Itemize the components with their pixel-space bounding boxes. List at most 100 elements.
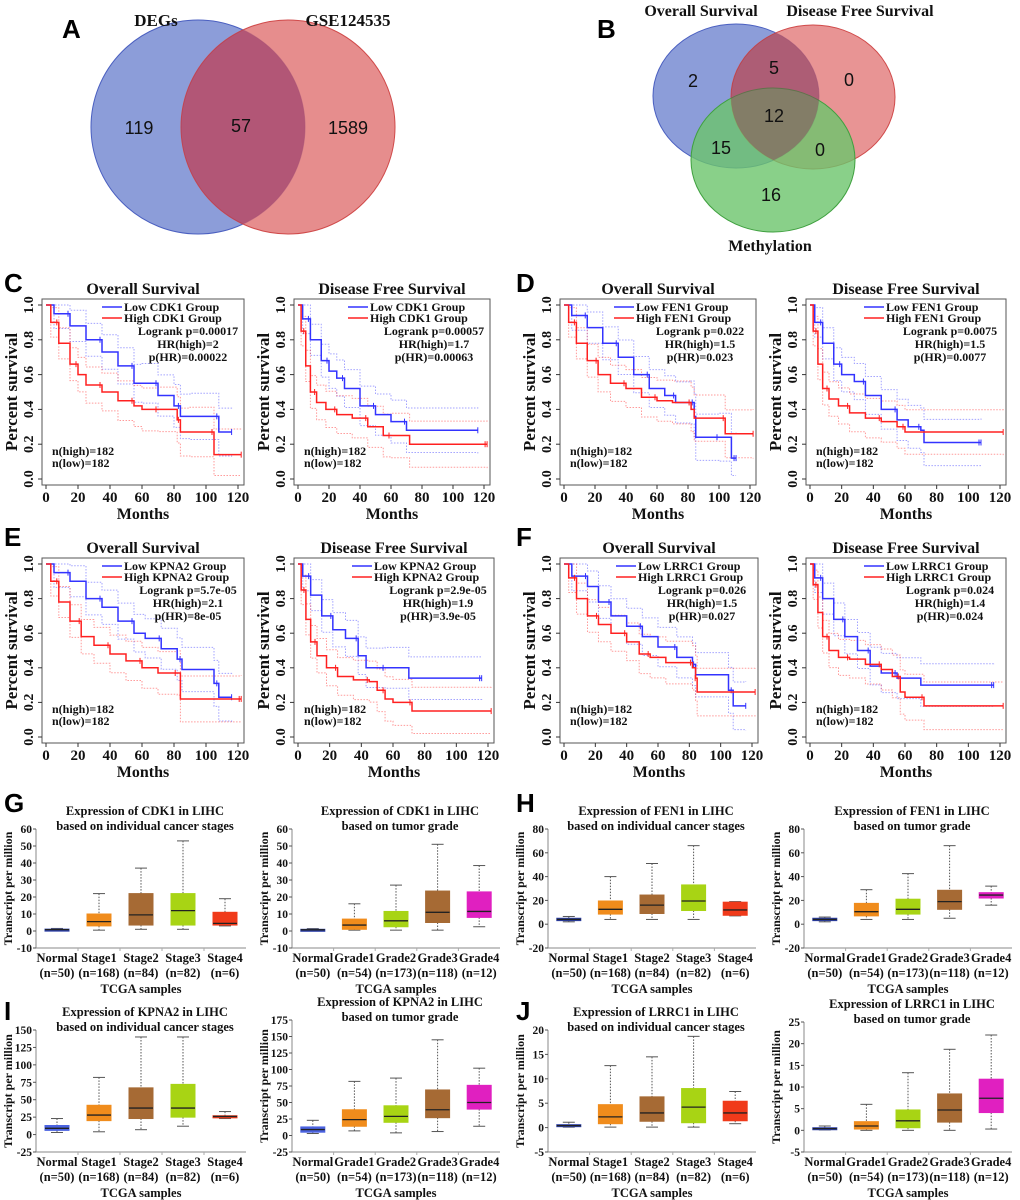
x-tick-label: 20 bbox=[71, 748, 86, 764]
count-label: (n=50) bbox=[40, 1170, 75, 1184]
x-tick-label: 80 bbox=[681, 490, 696, 506]
category-label: Grade4 bbox=[459, 1155, 500, 1169]
count-label: (n=84) bbox=[635, 966, 670, 980]
count-label: (n=173) bbox=[375, 966, 416, 980]
count-label: (n=84) bbox=[124, 1170, 159, 1184]
y-axis-label: Transcript per million bbox=[513, 831, 527, 945]
x-axis-label: Months bbox=[880, 506, 932, 523]
box-grade2 bbox=[383, 910, 409, 928]
plot-frame bbox=[41, 557, 245, 744]
y-tick-label: 10 bbox=[789, 1082, 801, 1094]
count-label: (n=82) bbox=[166, 1170, 201, 1184]
chart-title-line-1: Expression of FEN1 in LIHC bbox=[834, 804, 989, 818]
km-curve-high-group bbox=[810, 563, 1004, 707]
x-tick-label: 80 bbox=[417, 748, 432, 764]
x-tick-label: 120 bbox=[989, 490, 1012, 506]
n-count-text: n(high)=182 bbox=[816, 444, 878, 458]
x-axis-label: Months bbox=[368, 764, 420, 781]
y-tick-label: 0 bbox=[794, 919, 800, 931]
box-grade3 bbox=[425, 890, 451, 923]
ci-band-high bbox=[810, 563, 1004, 683]
y-tick-label: 0.0 bbox=[540, 470, 555, 488]
box-stage4 bbox=[722, 901, 748, 916]
category-label: Stage3 bbox=[676, 951, 711, 965]
y-tick-label: 40 bbox=[277, 858, 289, 870]
y-tick-label: 0.4 bbox=[274, 401, 289, 419]
box-grade1 bbox=[341, 1109, 367, 1127]
plot-frame bbox=[805, 298, 1007, 486]
chart-title: Overall Survival bbox=[602, 540, 716, 557]
legend-label-low: Low CDK1 Group bbox=[124, 300, 219, 314]
x-tick-label: 20 bbox=[588, 490, 603, 506]
y-tick-label: 20 bbox=[533, 895, 545, 907]
x-tick-label: 120 bbox=[227, 748, 250, 764]
n-count-text: n(low)=182 bbox=[570, 456, 628, 470]
box-stage2 bbox=[128, 893, 154, 926]
km-curve-low-group bbox=[46, 563, 232, 698]
x-tick-label: 100 bbox=[708, 490, 731, 506]
count-label: (n=50) bbox=[551, 1170, 586, 1184]
ci-band-low bbox=[46, 563, 233, 674]
km-chart-f2: Disease Free Survival 0.0 0.2 0.4 0.6 0.8 1.0 0… bbox=[766, 540, 1011, 781]
y-tick-label: 0.2 bbox=[22, 435, 37, 453]
km-curve-low-group bbox=[810, 304, 981, 444]
box-grade3 bbox=[937, 889, 963, 910]
n-count-text: n(low)=182 bbox=[304, 456, 362, 470]
count-label: (n=118) bbox=[417, 966, 457, 980]
y-axis-label: Percent survival bbox=[254, 333, 273, 451]
y-tick-label: 60 bbox=[277, 824, 289, 836]
y-tick-label: 0 bbox=[794, 1125, 800, 1137]
x-tick-label: 20 bbox=[71, 490, 86, 506]
y-tick-label: 0.4 bbox=[22, 659, 37, 677]
y-tick-label: 0.6 bbox=[540, 624, 555, 642]
category-label: Normal bbox=[292, 951, 333, 965]
x-tick-label: 20 bbox=[588, 748, 603, 764]
n-count-text: n(low)=182 bbox=[52, 714, 110, 728]
ci-band-low bbox=[46, 304, 233, 457]
ci-band-high bbox=[564, 304, 754, 411]
count-label: (n=50) bbox=[807, 966, 842, 980]
y-tick-label: 1.0 bbox=[22, 555, 37, 573]
n-count-text: n(low)=182 bbox=[52, 456, 110, 470]
y-tick-label: 20 bbox=[21, 892, 33, 904]
x-tick-label: 0 bbox=[294, 748, 302, 764]
y-tick-label: 100 bbox=[15, 1060, 33, 1072]
count-label: (n=50) bbox=[295, 966, 330, 980]
count-label: (n=50) bbox=[551, 966, 586, 980]
y-tick-label: 0.8 bbox=[22, 590, 37, 608]
panel-label-f: F bbox=[516, 522, 532, 552]
count-label: (n=118) bbox=[929, 1170, 969, 1184]
stat-text: p(HR)=0.0077 bbox=[914, 350, 987, 364]
ci-band-high bbox=[298, 304, 488, 422]
stat-text: Logrank p=0.00017 bbox=[138, 324, 238, 338]
y-tick-label: 0.2 bbox=[540, 435, 555, 453]
x-tick-label: 120 bbox=[741, 748, 764, 764]
y-tick-label: 0.2 bbox=[786, 694, 801, 712]
y-tick-label: 5 bbox=[794, 1104, 800, 1116]
y-axis-label: Percent survival bbox=[766, 591, 785, 709]
y-tick-label: 10 bbox=[533, 1074, 545, 1086]
x-tick-label: 0 bbox=[560, 490, 568, 506]
count-label: (n=82) bbox=[676, 966, 711, 980]
stat-text: HR(high)=2 bbox=[157, 337, 219, 351]
count-label: (n=168) bbox=[590, 1170, 631, 1184]
category-label: Stage2 bbox=[634, 1155, 669, 1169]
box-stage1 bbox=[86, 913, 112, 927]
box-stage4 bbox=[212, 911, 238, 926]
ci-band-high bbox=[810, 563, 1004, 731]
x-tick-label: 120 bbox=[477, 748, 500, 764]
category-label: Grade3 bbox=[929, 951, 969, 965]
panel-label-d: D bbox=[516, 268, 535, 298]
km-chart-e2: Disease Free Survival 0.0 0.2 0.4 0.6 0.8 1.0 0… bbox=[254, 540, 499, 781]
count-label: (n=6) bbox=[721, 1170, 750, 1184]
stat-text: p(HR)=0.027 bbox=[669, 609, 736, 623]
stat-text: p(HR)=0.00022 bbox=[149, 350, 228, 364]
y-tick-label: 150 bbox=[271, 1032, 289, 1044]
y-axis-label: Percent survival bbox=[520, 591, 539, 709]
y-tick-label: 0.0 bbox=[786, 728, 801, 746]
y-tick-label: 40 bbox=[533, 872, 545, 884]
x-tick-label: 40 bbox=[866, 748, 881, 764]
